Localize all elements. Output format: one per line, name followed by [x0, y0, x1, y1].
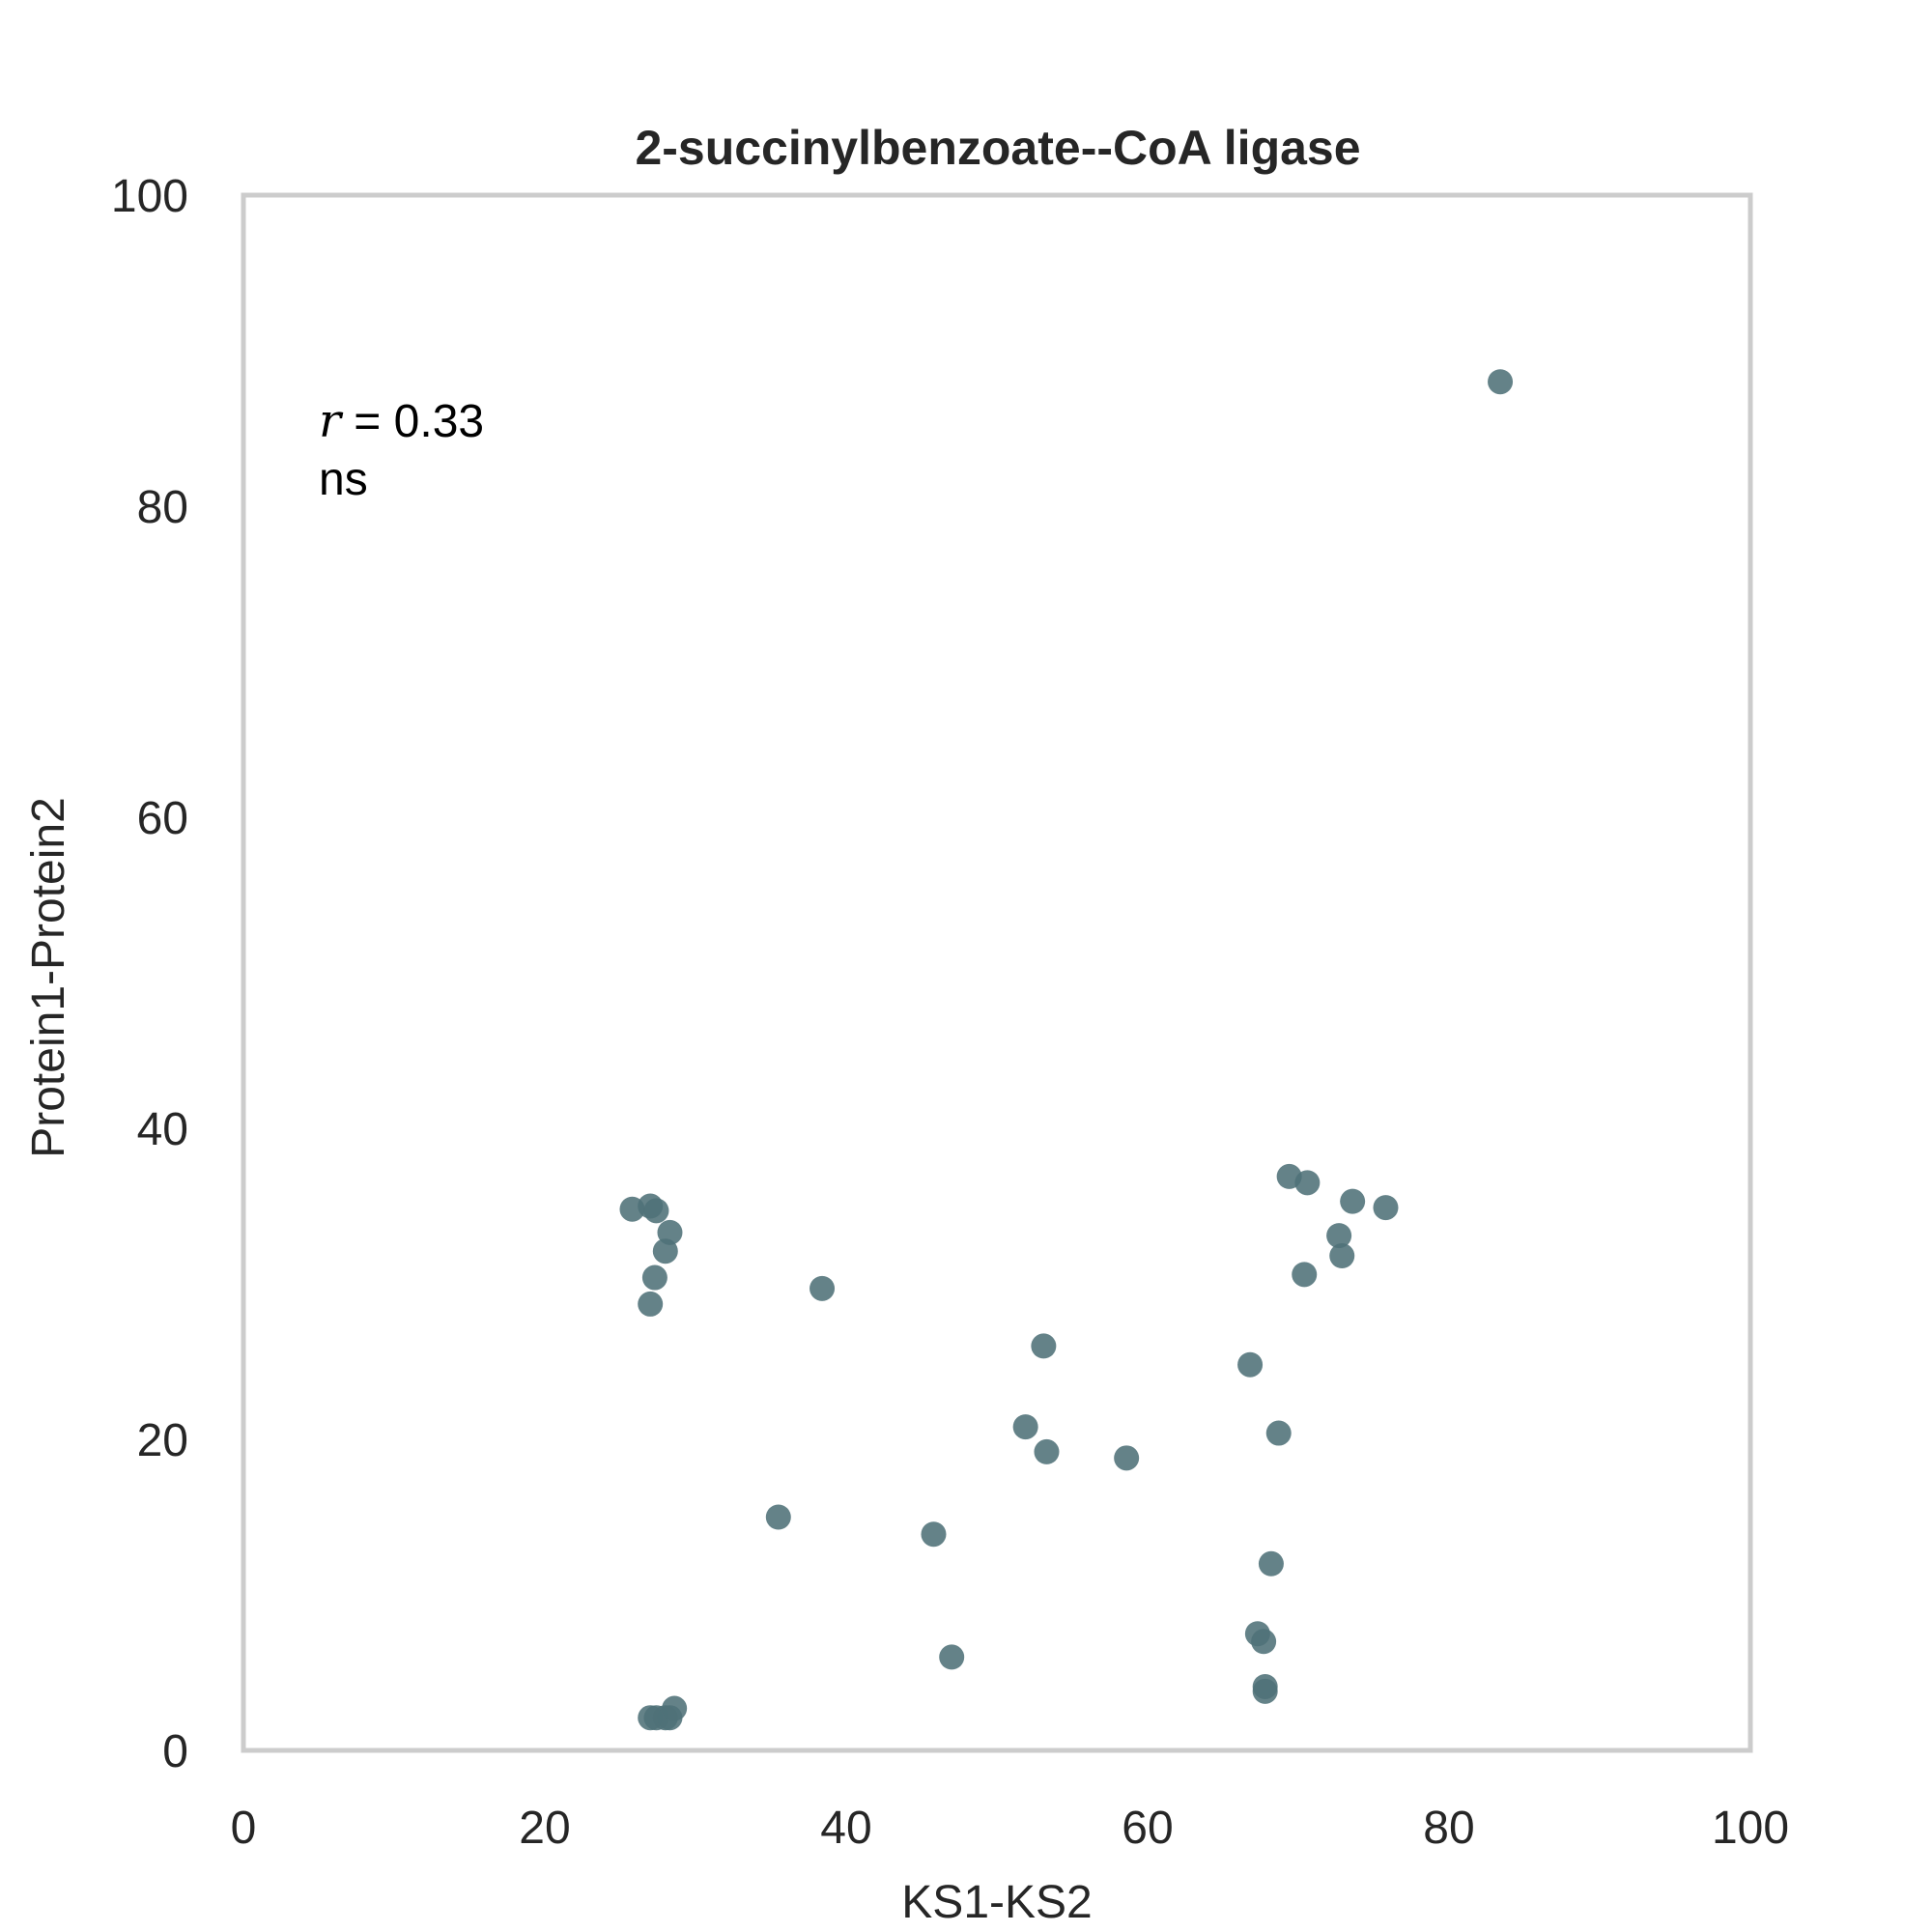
r-symbol: r [319, 394, 344, 448]
data-point [1114, 1445, 1140, 1471]
r-value: = 0.33 [354, 396, 484, 447]
data-point [1292, 1262, 1318, 1288]
data-point [939, 1644, 965, 1670]
y-tick-label: 20 [137, 1415, 188, 1466]
y-tick-label: 100 [111, 171, 188, 222]
x-tick-label: 20 [519, 1803, 570, 1854]
data-point [810, 1275, 836, 1301]
x-axis-label: KS1-KS2 [901, 1877, 1092, 1928]
data-point [1265, 1420, 1292, 1446]
correlation-annotation: r = 0.33 [319, 394, 484, 448]
y-tick-label: 40 [137, 1104, 188, 1155]
significance-label: ns [319, 454, 368, 505]
data-point [1012, 1414, 1038, 1440]
data-point [652, 1238, 678, 1264]
data-point [1294, 1170, 1321, 1196]
y-tick-label: 0 [162, 1726, 188, 1777]
plot-frame [241, 192, 1753, 1753]
data-point [1373, 1195, 1399, 1221]
data-point [638, 1291, 664, 1317]
data-point [765, 1504, 791, 1530]
data-point [1340, 1188, 1366, 1214]
data-point [1252, 1678, 1278, 1704]
y-axis-label: Protein1-Protein2 [23, 797, 74, 1158]
data-point [662, 1695, 688, 1721]
data-point [1031, 1333, 1057, 1359]
data-point [641, 1264, 668, 1291]
y-tick-label: 60 [137, 793, 188, 844]
data-point [1326, 1223, 1352, 1249]
x-tick-label: 80 [1423, 1803, 1474, 1854]
data-point [1034, 1438, 1060, 1464]
points-layer [619, 369, 1514, 1731]
y-tick-label: 80 [137, 482, 188, 533]
chart-title: 2-succinylbenzoate--CoA ligase [635, 121, 1360, 175]
data-point [1329, 1243, 1355, 1269]
data-point [1488, 369, 1514, 395]
data-point [1258, 1550, 1284, 1577]
data-point [1251, 1629, 1277, 1655]
data-point [921, 1521, 947, 1548]
x-tick-label: 40 [820, 1803, 871, 1854]
data-point [643, 1198, 669, 1224]
x-axis-ticks: 0 20 40 60 80 100 [231, 1803, 1789, 1854]
x-tick-label: 100 [1712, 1803, 1789, 1854]
x-tick-label: 60 [1122, 1803, 1173, 1854]
x-tick-label: 0 [231, 1803, 257, 1854]
y-axis-ticks: 0 20 40 60 80 100 [111, 171, 188, 1777]
data-point [1237, 1351, 1264, 1378]
